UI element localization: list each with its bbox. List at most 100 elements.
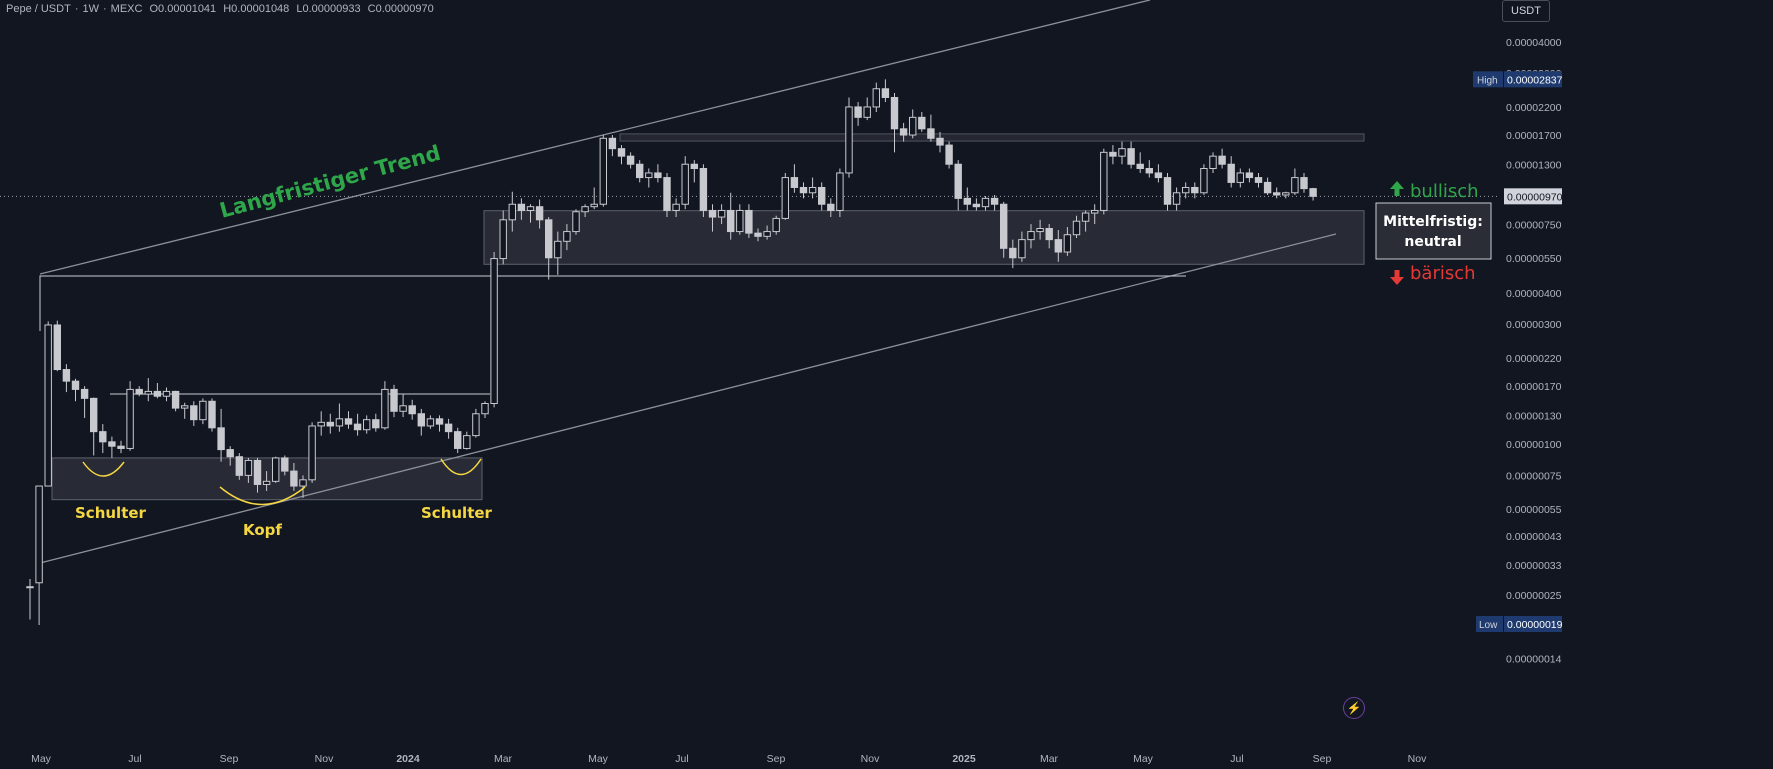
candle[interactable]	[435, 415, 444, 432]
candle[interactable]	[626, 152, 635, 169]
candle[interactable]	[1200, 164, 1208, 195]
candle[interactable]	[226, 446, 234, 466]
candle[interactable]	[53, 320, 61, 372]
candle[interactable]	[208, 398, 216, 432]
candle[interactable]	[199, 398, 207, 425]
candle[interactable]	[171, 390, 180, 412]
candle[interactable]	[1109, 145, 1117, 165]
candle[interactable]	[444, 418, 453, 439]
candle[interactable]	[690, 160, 698, 183]
candle[interactable]	[1254, 172, 1263, 188]
candle[interactable]	[44, 321, 52, 487]
candle[interactable]	[117, 440, 125, 454]
candle[interactable]	[572, 209, 580, 235]
candle[interactable]	[1054, 230, 1062, 262]
candle[interactable]	[363, 415, 371, 434]
candle[interactable]	[590, 187, 598, 210]
candle[interactable]	[1309, 187, 1317, 201]
candle[interactable]	[654, 164, 662, 183]
candle[interactable]	[90, 397, 98, 456]
candle[interactable]	[80, 386, 89, 418]
candle[interactable]	[1136, 152, 1144, 173]
candle[interactable]	[335, 403, 344, 432]
candle[interactable]	[1027, 224, 1035, 249]
candle[interactable]	[1209, 152, 1217, 173]
candle[interactable]	[454, 427, 462, 454]
candle[interactable]	[62, 364, 71, 393]
candle[interactable]	[353, 413, 362, 436]
candle[interactable]	[899, 122, 908, 142]
candle[interactable]	[608, 135, 617, 157]
candle[interactable]	[818, 182, 826, 211]
candle[interactable]	[1036, 219, 1044, 240]
candle[interactable]	[672, 198, 680, 218]
candle[interactable]	[1091, 204, 1099, 225]
candle[interactable]	[1063, 227, 1072, 256]
candle[interactable]	[126, 381, 134, 451]
candle[interactable]	[417, 408, 426, 436]
candle[interactable]	[1000, 201, 1008, 258]
candle[interactable]	[290, 463, 298, 491]
candle[interactable]	[535, 199, 544, 229]
candle[interactable]	[1191, 182, 1199, 199]
candle[interactable]	[617, 145, 626, 165]
candle[interactable]	[517, 198, 526, 220]
candle[interactable]	[1236, 168, 1244, 188]
candle[interactable]	[1273, 187, 1281, 199]
candle[interactable]	[526, 204, 535, 223]
candle[interactable]	[35, 485, 43, 626]
candle[interactable]	[217, 408, 225, 462]
candle[interactable]	[499, 210, 507, 265]
candle[interactable]	[190, 401, 198, 426]
candle[interactable]	[181, 402, 189, 419]
candle[interactable]	[1081, 210, 1090, 232]
candle[interactable]	[326, 413, 335, 434]
candle[interactable]	[317, 411, 325, 436]
candle[interactable]	[1163, 172, 1172, 211]
candle[interactable]	[1154, 164, 1163, 183]
candle[interactable]	[836, 168, 844, 218]
candle[interactable]	[1300, 172, 1308, 193]
candle[interactable]	[545, 217, 553, 280]
candle[interactable]	[426, 415, 435, 429]
candle[interactable]	[108, 436, 116, 458]
candle[interactable]	[399, 394, 407, 418]
candle[interactable]	[808, 177, 817, 199]
candle[interactable]	[681, 156, 689, 210]
candle[interactable]	[663, 172, 671, 218]
candle[interactable]	[581, 204, 589, 218]
candle[interactable]	[390, 384, 398, 418]
candle[interactable]	[863, 97, 871, 121]
candle[interactable]	[599, 135, 607, 207]
candle[interactable]	[26, 578, 34, 620]
candle[interactable]	[845, 97, 853, 178]
candle[interactable]	[872, 82, 880, 113]
candle[interactable]	[272, 456, 280, 483]
candle[interactable]	[708, 204, 717, 232]
candle[interactable]	[481, 401, 489, 418]
candle[interactable]	[927, 114, 935, 142]
candle[interactable]	[281, 455, 289, 476]
candle[interactable]	[918, 112, 926, 132]
candle[interactable]	[1045, 224, 1053, 249]
candle[interactable]	[490, 252, 498, 408]
candle[interactable]	[1282, 191, 1290, 199]
candle[interactable]	[936, 131, 944, 153]
candle[interactable]	[717, 204, 726, 225]
candle[interactable]	[854, 102, 862, 126]
candle[interactable]	[972, 198, 981, 211]
candle[interactable]	[954, 160, 962, 211]
candle[interactable]	[799, 182, 808, 199]
candle[interactable]	[1263, 177, 1272, 195]
candle[interactable]	[262, 471, 271, 491]
candle[interactable]	[244, 457, 253, 483]
candle[interactable]	[790, 164, 799, 193]
candle[interactable]	[1009, 239, 1017, 269]
candle[interactable]	[162, 387, 171, 402]
candle[interactable]	[508, 191, 517, 232]
candle[interactable]	[1018, 231, 1026, 262]
candle[interactable]	[135, 386, 143, 397]
candle[interactable]	[981, 196, 990, 211]
currency-button[interactable]: USDT	[1502, 0, 1550, 22]
